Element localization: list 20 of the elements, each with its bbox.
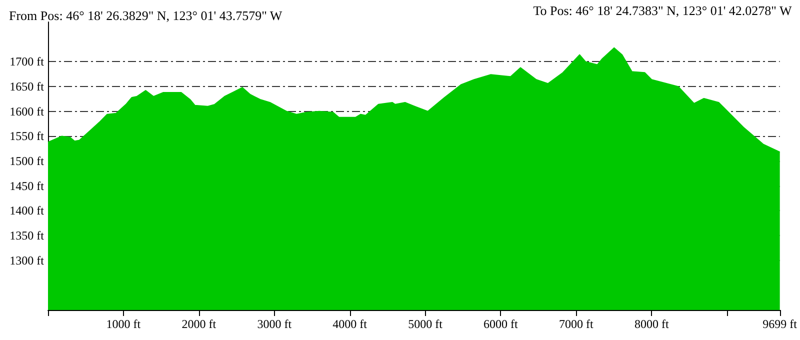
x-tick-label: 3000 ft — [257, 317, 292, 331]
x-tick-label: 5000 ft — [408, 317, 444, 331]
y-tick-label: 1450 ft — [10, 178, 45, 193]
y-tick-label: 1550 ft — [10, 129, 45, 144]
y-tick-label: 1600 ft — [10, 104, 45, 118]
x-tick-label: 9699 ft — [762, 317, 798, 331]
y-tick-label: 1350 ft — [10, 228, 45, 243]
x-tick-label: 7000 ft — [559, 317, 594, 331]
x-tick-label: 8000 ft — [634, 317, 670, 331]
y-tick-label: 1650 ft — [10, 80, 45, 94]
chart-title: From Pos: 46° 18' 26.3829" N, 123° 01' 43.7579" W — [9, 8, 283, 23]
x-tick-label: 4000 ft — [332, 317, 368, 331]
text: To Pos: 46° 18' 24.7383" N, 123° 01' 42.0278" W — [533, 3, 792, 18]
y-tick-label: 1300 ft — [10, 253, 45, 268]
y-tick-label: 1400 ft — [10, 204, 45, 218]
x-tick-label: 2000 ft — [182, 317, 217, 331]
y-tick-label: 1700 ft — [10, 54, 45, 69]
y-tick-label: 1500 ft — [10, 154, 45, 168]
x-tick-label: 1000 ft — [106, 317, 142, 331]
x-tick-label: 6000 ft — [484, 317, 519, 331]
